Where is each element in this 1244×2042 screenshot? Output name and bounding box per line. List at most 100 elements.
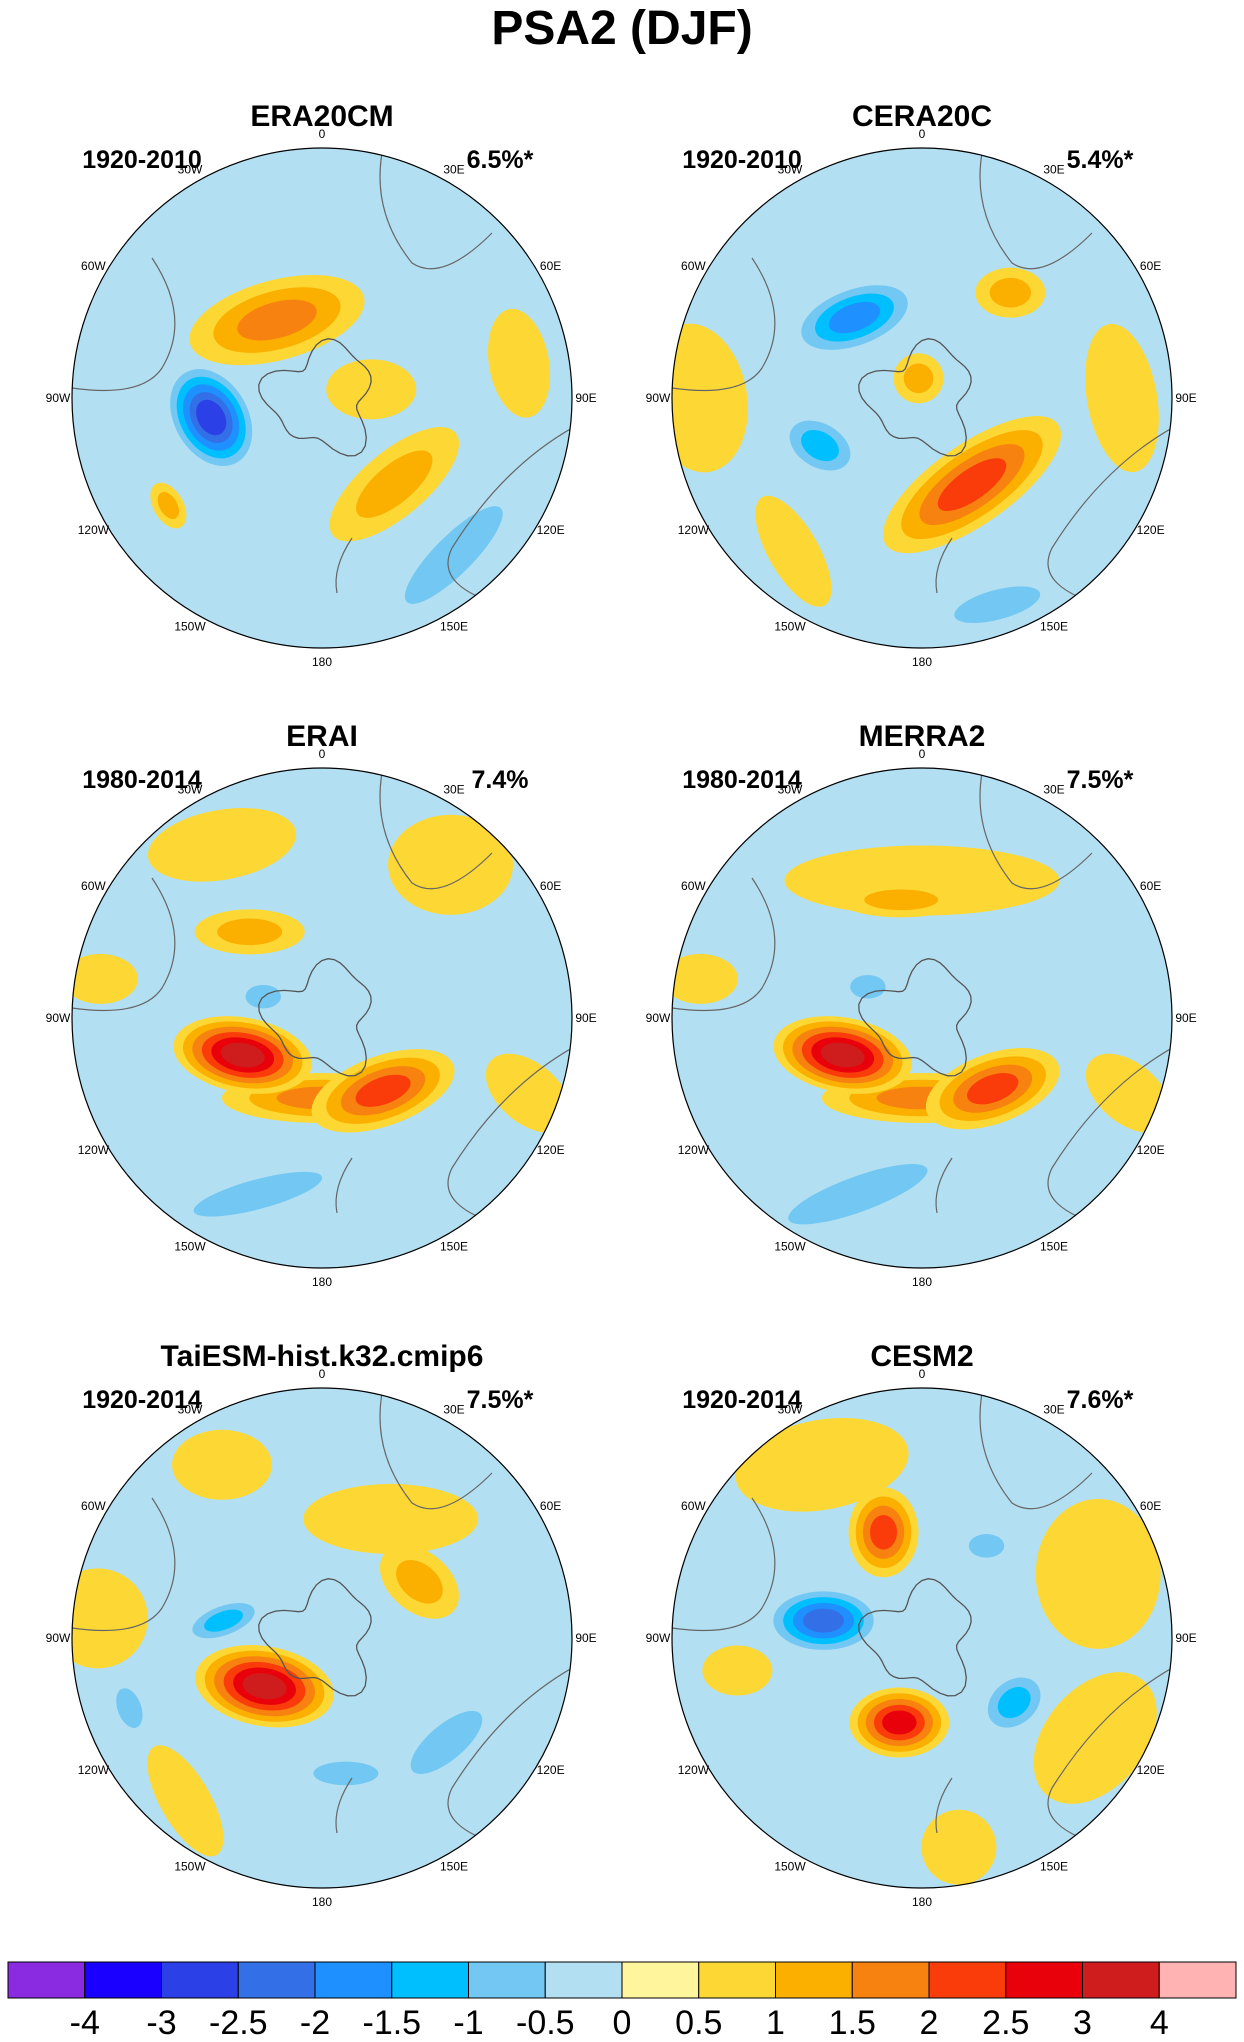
field-background <box>72 148 572 648</box>
longitude-label: 90W <box>46 391 71 405</box>
anomaly-contour <box>672 953 738 1004</box>
anomaly-contour <box>116 1688 143 1728</box>
map-boundary <box>71 1387 573 1889</box>
longitude-label: 0 <box>319 747 326 761</box>
map-boundary <box>671 147 1173 649</box>
anomaly-contour <box>242 1673 287 1700</box>
longitude-label: 0 <box>319 1367 326 1381</box>
longitude-label: 180 <box>912 1895 932 1909</box>
longitude-label: 180 <box>312 1895 332 1909</box>
colorbar-swatch <box>1082 1961 1160 1999</box>
panel-title: ERAI <box>286 720 358 753</box>
colorbar-swatch <box>161 1961 239 1999</box>
anomaly-contour <box>147 1745 224 1857</box>
africa-coastline <box>979 152 1093 270</box>
australia-coastline <box>1047 427 1172 609</box>
map-panel: ERAI 1980-2014 7.4% 0 30E 60E 90E 120E 150E 180 15… <box>46 720 597 1289</box>
longitude-label: 30E <box>443 782 464 796</box>
colorbar-tick-label: -3 <box>146 2004 176 2042</box>
anomaly-contour <box>672 323 748 473</box>
longitude-label: 180 <box>912 655 932 669</box>
anomaly-contour <box>72 1568 148 1669</box>
anomaly-field <box>72 1388 572 1888</box>
longitude-label: 60W <box>81 879 106 893</box>
longitude-label: 60E <box>540 1499 561 1513</box>
anomaly-contour <box>388 814 514 915</box>
longitude-label: 60W <box>681 1499 706 1513</box>
anomaly-contour <box>410 1710 483 1775</box>
longitude-label: 90W <box>646 391 671 405</box>
anomaly-contour <box>72 953 138 1004</box>
map-panel: CERA20C 1920-2010 5.4%* 0 30E 60E 90E 120E 150E 1… <box>646 100 1197 669</box>
longitude-label: 150E <box>1040 620 1068 634</box>
longitude-label: 30E <box>443 162 464 176</box>
anomaly-contour <box>157 491 180 520</box>
longitude-label: 30E <box>443 1402 464 1416</box>
longitude-label: 90W <box>46 1631 71 1645</box>
map-panel: CESM2 1920-2014 7.6%* 0 30E 60E 90E 120E 150E 180… <box>646 1340 1197 1909</box>
longitude-label: 30W <box>178 1402 203 1416</box>
antarctica-coastline <box>258 958 372 1077</box>
antarctica-coastline <box>858 1578 972 1697</box>
new-zealand-coastline <box>335 537 353 594</box>
anomaly-contour <box>921 1809 997 1885</box>
anomaly-contour <box>989 277 1032 308</box>
anomaly-contour <box>326 359 417 420</box>
longitude-label: 150W <box>174 620 206 634</box>
longitude-label: 0 <box>919 747 926 761</box>
longitude-label: 120E <box>537 1143 565 1157</box>
longitude-label: 30W <box>178 782 203 796</box>
longitude-label: 150W <box>774 620 806 634</box>
longitude-label: 90E <box>1175 391 1196 405</box>
longitude-label: 120E <box>537 523 565 537</box>
anomaly-contour <box>193 1171 323 1217</box>
longitude-label: 120W <box>678 523 710 537</box>
longitude-label: 120W <box>78 1143 110 1157</box>
antarctica-coastline <box>858 338 972 457</box>
longitude-label: 30E <box>1043 782 1064 796</box>
panel-title: ERA20CM <box>250 100 393 133</box>
longitude-label: 0 <box>919 127 926 141</box>
colorbar-swatch <box>698 1961 776 1999</box>
anomaly-contour <box>1035 1498 1161 1649</box>
colorbar-tick-label: 2 <box>920 2004 939 2042</box>
colorbar-swatch <box>314 1961 393 1999</box>
new-zealand-coastline <box>335 1157 353 1214</box>
longitude-label: 150W <box>174 1860 206 1874</box>
longitude-label: 90E <box>575 1011 596 1025</box>
colorbar-tick-label: -0.5 <box>516 2004 575 2042</box>
colorbar-swatch <box>84 1961 162 1999</box>
panel-variance: 6.5%* <box>467 146 534 174</box>
anomaly-contour <box>735 1417 909 1512</box>
map-panel: MERRA2 1980-2014 7.5%* 0 30E 60E 90E 120E 150E 18… <box>646 720 1197 1289</box>
colorbar-tick-label: 1.5 <box>829 2004 876 2042</box>
anomaly-contour <box>303 1483 479 1554</box>
map-boundary <box>671 767 1173 1269</box>
anomaly-contour <box>802 1608 845 1633</box>
australia-coastline <box>447 1047 572 1229</box>
new-zealand-coastline <box>335 1777 353 1834</box>
longitude-label: 60W <box>81 259 106 273</box>
longitude-label: 120E <box>1137 523 1165 537</box>
field-background <box>72 1388 572 1888</box>
longitude-label: 180 <box>312 655 332 669</box>
colorbar-tick-label: 3 <box>1073 2004 1092 2042</box>
anomaly-contour <box>237 299 317 341</box>
anomaly-field <box>672 768 1172 1268</box>
longitude-label: 60W <box>681 879 706 893</box>
longitude-label: 150E <box>440 1240 468 1254</box>
africa-coastline <box>379 152 493 270</box>
anomaly-field <box>72 148 572 648</box>
longitude-label: 150E <box>440 1860 468 1874</box>
anomaly-contour <box>396 1559 443 1604</box>
colorbar-swatch <box>1158 1961 1237 1999</box>
anomaly-contour <box>968 1534 1005 1558</box>
longitude-label: 150W <box>174 1240 206 1254</box>
colorbar-tick-label: -1 <box>453 2004 483 2042</box>
longitude-label: 30E <box>1043 1402 1064 1416</box>
australia-coastline <box>1047 1047 1172 1229</box>
longitude-label: 30W <box>778 782 803 796</box>
longitude-label: 90E <box>1175 1011 1196 1025</box>
longitude-label: 150E <box>1040 1240 1068 1254</box>
